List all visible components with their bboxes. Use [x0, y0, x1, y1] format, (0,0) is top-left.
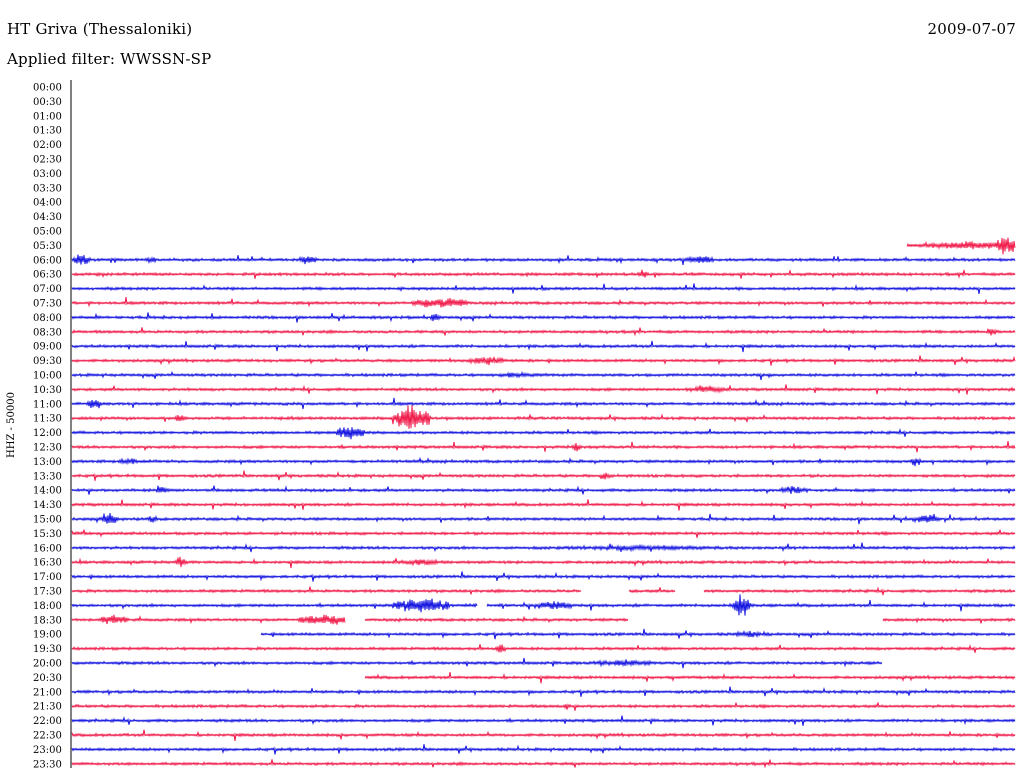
- trace-1100: [71, 397, 1016, 410]
- y-tick-label: 15:00: [33, 515, 62, 526]
- y-tick-label: 22:30: [33, 731, 62, 742]
- trace-2030: [364, 672, 1016, 684]
- y-tick-label: 19:30: [33, 644, 62, 655]
- y-tick-label: 10:00: [33, 371, 62, 382]
- y-tick-label: 20:30: [33, 673, 62, 684]
- seismic-traces: [71, 237, 1016, 769]
- y-tick-label: 23:00: [33, 745, 62, 756]
- trace-2330: [71, 759, 1016, 769]
- trace-2100: [71, 686, 1016, 697]
- trace-1830: [71, 614, 1016, 625]
- y-tick-label: 11:30: [33, 414, 62, 425]
- y-tick-label: 22:00: [33, 716, 62, 727]
- trace-1930: [71, 643, 1016, 653]
- trace-1730: [71, 586, 1016, 596]
- trace-1330: [71, 470, 1016, 481]
- trace-1400: [71, 485, 1016, 495]
- y-tick-label: 17:00: [33, 572, 62, 583]
- trace-1230: [71, 441, 1016, 453]
- y-tick-label: 16:30: [33, 558, 62, 569]
- y-tick-label: 12:00: [33, 428, 62, 439]
- y-tick-label: 13:00: [33, 457, 62, 468]
- y-tick-label: 03:00: [33, 169, 62, 180]
- trace-0700: [71, 283, 1016, 294]
- y-tick-label: 02:30: [33, 155, 62, 166]
- y-tick-label: 19:00: [33, 630, 62, 641]
- trace-1430: [71, 499, 1016, 511]
- trace-1130: [71, 405, 1016, 429]
- trace-2300: [71, 744, 1016, 755]
- y-tick-label: 14:30: [33, 500, 62, 511]
- y-tick-label: 00:30: [33, 97, 62, 108]
- y-tick-label: 07:30: [33, 299, 62, 310]
- y-tick-label: 16:00: [33, 543, 62, 554]
- trace-0930: [71, 355, 1016, 366]
- trace-1000: [71, 370, 1016, 381]
- y-tick-label: 01:30: [33, 126, 62, 137]
- record-date: 2009-07-07: [927, 20, 1016, 38]
- y-tick-labels: 00:00 00:30 01:00 01:30 02:00 02:30 03:00 03:30…: [33, 83, 62, 771]
- y-tick-label: 17:30: [33, 587, 62, 598]
- y-tick-label: 18:30: [33, 615, 62, 626]
- trace-1200: [71, 427, 1016, 440]
- station-title: HT Griva (Thessaloniki): [7, 20, 193, 38]
- trace-2130: [71, 702, 1016, 711]
- y-tick-label: 04:00: [33, 198, 62, 209]
- y-tick-label: 03:30: [33, 183, 62, 194]
- y-tick-label: 10:30: [33, 385, 62, 396]
- y-tick-label: 09:00: [33, 342, 62, 353]
- trace-1800: [71, 594, 1016, 616]
- trace-1700: [71, 571, 1016, 582]
- trace-0530: [906, 237, 1016, 255]
- trace-1300: [71, 456, 1016, 467]
- y-tick-label: 04:30: [33, 212, 62, 223]
- y-tick-label: 08:30: [33, 327, 62, 338]
- trace-0830: [71, 327, 1016, 337]
- trace-1530: [71, 529, 1016, 538]
- y-tick-label: 21:30: [33, 702, 62, 713]
- trace-0800: [71, 312, 1016, 323]
- trace-1600: [71, 542, 1016, 553]
- trace-1500: [71, 512, 1016, 525]
- y-tick-label: 09:30: [33, 356, 62, 367]
- y-tick-label: 20:00: [33, 659, 62, 670]
- y-tick-label: 23:30: [33, 759, 62, 770]
- channel-label: HHZ - 50000: [6, 392, 17, 458]
- y-tick-label: 18:00: [33, 601, 62, 612]
- trace-1030: [71, 384, 1016, 395]
- y-tick-label: 12:30: [33, 443, 62, 454]
- y-tick-label: 15:30: [33, 529, 62, 540]
- trace-0900: [71, 340, 1016, 353]
- trace-1900: [260, 628, 1016, 640]
- y-tick-label: 21:00: [33, 687, 62, 698]
- trace-0630: [71, 269, 1016, 279]
- trace-2230: [71, 729, 1016, 741]
- y-tick-label: 06:00: [33, 255, 62, 266]
- trace-2000: [71, 657, 883, 669]
- y-tick-label: 06:30: [33, 270, 62, 281]
- y-tick-label: 14:00: [33, 486, 62, 497]
- filter-label: Applied filter: WWSSN-SP: [7, 50, 212, 68]
- y-tick-label: 00:00: [33, 83, 62, 94]
- y-tick-label: 05:00: [33, 227, 62, 238]
- trace-1630: [71, 556, 1016, 569]
- trace-0730: [71, 297, 1016, 308]
- y-tick-label: 11:00: [33, 399, 62, 410]
- y-tick-label: 01:00: [33, 111, 62, 122]
- y-tick-label: 05:30: [33, 241, 62, 252]
- y-tick-label: 02:00: [33, 140, 62, 151]
- trace-2200: [71, 715, 1016, 726]
- y-tick-label: 08:00: [33, 313, 62, 324]
- trace-0600: [71, 254, 1016, 265]
- y-tick-label: 13:30: [33, 471, 62, 482]
- y-tick-label: 07:00: [33, 284, 62, 295]
